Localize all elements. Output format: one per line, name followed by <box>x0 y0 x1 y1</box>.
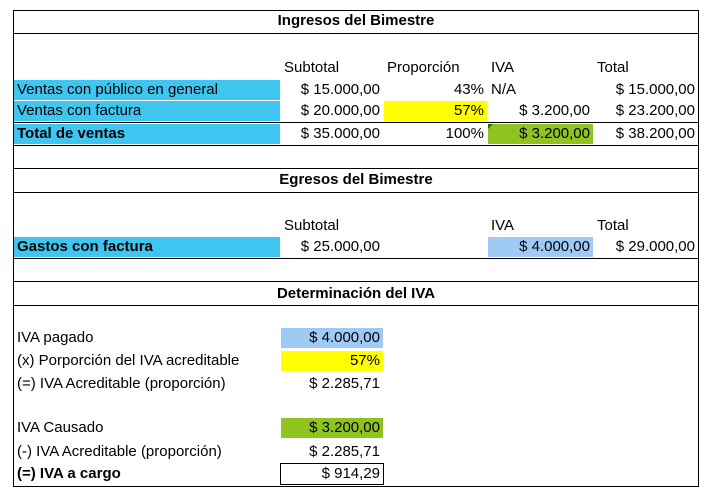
egresos-title: Egresos del Bimestre <box>279 171 433 188</box>
row-ventas-publico-label: Ventas con público en general <box>14 80 280 100</box>
egresos-header-subtotal: Subtotal <box>284 217 340 234</box>
row-ventas-publico-iva: N/A <box>491 81 517 98</box>
total-ventas-subtotal: $ 35.000,00 <box>300 125 380 142</box>
header-subtotal: Subtotal <box>284 59 340 76</box>
row-ventas-factura-subtotal: $ 20.000,00 <box>300 102 380 119</box>
row-ventas-factura-label: Ventas con factura <box>14 101 280 121</box>
divider <box>13 258 699 259</box>
total-ventas-iva: $ 3.200,00 <box>488 124 593 144</box>
iva-acreditable-value: $ 2.285,71 <box>309 375 380 392</box>
iva-acreditable-label: (=) IVA Acreditable (proporción) <box>17 375 226 392</box>
header-total: Total <box>597 59 629 76</box>
iva-pagado-value: $ 4.000,00 <box>281 328 383 348</box>
iva-a-cargo-value: $ 914,29 <box>280 463 384 485</box>
header-iva: IVA <box>491 59 515 76</box>
divider <box>13 168 699 169</box>
table-frame <box>13 10 699 487</box>
proporcion-acreditable-value: 57% <box>281 351 383 371</box>
gastos-factura-label: Gastos con factura <box>14 237 280 257</box>
ingresos-title: Ingresos del Bimestre <box>277 12 435 29</box>
iva-pagado-label: IVA pagado <box>17 329 94 346</box>
divider <box>13 192 699 193</box>
gastos-factura-subtotal: $ 25.000,00 <box>300 238 380 255</box>
divider <box>13 305 699 306</box>
divider <box>13 122 699 123</box>
egresos-header-total: Total <box>597 217 629 234</box>
divider <box>13 145 699 146</box>
divider <box>13 33 699 34</box>
gastos-factura-iva: $ 4.000,00 <box>488 237 593 257</box>
divider <box>13 281 699 282</box>
egresos-header-iva: IVA <box>491 217 515 234</box>
total-ventas-total: $ 38.200,00 <box>615 125 695 142</box>
cell-note-marker <box>488 124 493 129</box>
total-ventas-label: Total de ventas <box>14 124 280 144</box>
gastos-factura-total: $ 29.000,00 <box>615 238 695 255</box>
header-proporcion: Proporción <box>387 59 460 76</box>
row-ventas-factura-proporcion: 57% <box>384 101 487 121</box>
row-ventas-publico-total: $ 15.000,00 <box>615 81 695 98</box>
row-ventas-factura-total: $ 23.200,00 <box>615 102 695 119</box>
iva-acreditable-resta-value: $ 2.285,71 <box>309 443 380 460</box>
iva-a-cargo-label: (=) IVA a cargo <box>17 465 121 482</box>
row-ventas-publico-proporcion: 43% <box>453 81 484 98</box>
determinacion-title: Determinación del IVA <box>276 285 436 302</box>
row-ventas-publico-subtotal: $ 15.000,00 <box>300 81 380 98</box>
proporcion-acreditable-label: (x) Porporción del IVA acreditable <box>17 352 240 369</box>
iva-causado-value: $ 3.200,00 <box>281 418 383 438</box>
iva-causado-label: IVA Causado <box>17 419 104 436</box>
total-ventas-proporcion: 100% <box>445 125 484 142</box>
row-ventas-factura-iva: $ 3.200,00 <box>519 102 590 119</box>
iva-acreditable-resta-label: (-) IVA Acreditable (proporción) <box>17 443 222 460</box>
